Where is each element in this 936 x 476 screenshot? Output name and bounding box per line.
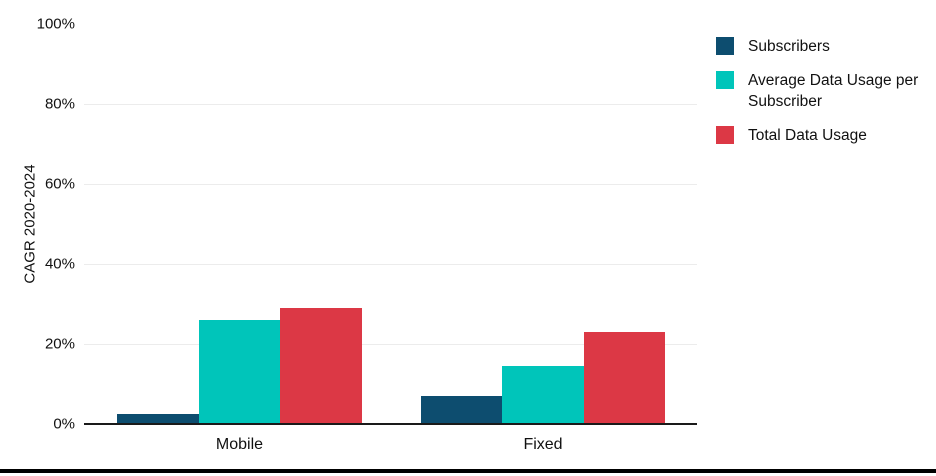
gridline-40 [84,264,697,265]
legend-label: Total Data Usage [748,127,867,144]
total-data-usage-swatch-icon [716,126,734,144]
bar-fixed-subscribers [420,396,503,424]
plot-area [84,24,697,425]
bar-mobile-total-data-usage [280,308,362,424]
legend-label: Subscribers [748,38,830,55]
category-label-fixed: Fixed [523,436,563,453]
legend-label: Average Data Usage per Subscriber [748,72,919,110]
legend: Subscribers Average Data Usage per Subsc… [716,36,926,146]
bar-fixed-average-data-usage-per-subscriber [502,366,584,424]
category-label-mobile: Mobile [215,436,264,453]
gridline-60 [84,184,697,185]
bar-mobile-subscribers [117,414,199,424]
bar-fixed-total-data-usage [583,332,666,424]
legend-item-total-data-usage: Total Data Usage [716,125,926,146]
x-axis-line [84,423,697,425]
y-tick-label-40: 40% [44,255,75,273]
legend-item-average-data-usage: Average Data Usage per Subscriber [716,70,926,112]
y-tick-label-0: 0% [53,415,75,433]
y-tick-label-60: 60% [44,175,75,193]
y-tick-label-100: 100% [36,15,75,33]
y-tick-label-80: 80% [44,95,75,113]
gridline-80 [84,104,697,105]
gridline-20 [84,344,697,345]
y-tick-label-20: 20% [44,335,75,353]
bottom-divider-rule [0,469,936,473]
average-data-usage-swatch-icon [716,71,734,89]
legend-item-subscribers: Subscribers [716,36,926,57]
bar-mobile-average-data-usage-per-subscriber [198,320,281,424]
subscribers-swatch-icon [716,37,734,55]
